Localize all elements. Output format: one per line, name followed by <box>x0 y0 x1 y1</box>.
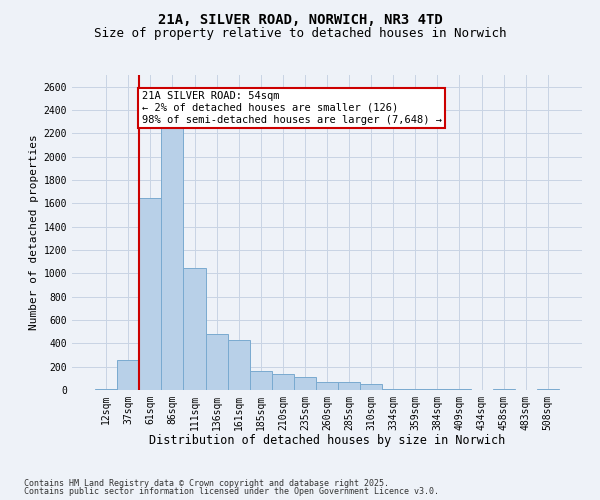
Bar <box>206 334 227 390</box>
Text: Contains HM Land Registry data © Crown copyright and database right 2025.: Contains HM Land Registry data © Crown c… <box>24 478 389 488</box>
Bar <box>250 371 272 390</box>
Bar <box>382 389 404 390</box>
Bar <box>117 360 139 390</box>
Bar <box>448 389 470 390</box>
Bar <box>360 384 382 390</box>
Bar <box>184 268 206 390</box>
Bar <box>427 389 448 390</box>
Bar <box>139 198 161 390</box>
Bar <box>537 389 559 390</box>
Bar <box>338 382 360 390</box>
Bar <box>493 389 515 390</box>
Bar <box>294 376 316 390</box>
Text: Contains public sector information licensed under the Open Government Licence v3: Contains public sector information licen… <box>24 487 439 496</box>
X-axis label: Distribution of detached houses by size in Norwich: Distribution of detached houses by size … <box>149 434 505 448</box>
Bar <box>316 382 338 390</box>
Y-axis label: Number of detached properties: Number of detached properties <box>29 134 40 330</box>
Bar <box>404 389 427 390</box>
Bar <box>227 340 250 390</box>
Text: 21A, SILVER ROAD, NORWICH, NR3 4TD: 21A, SILVER ROAD, NORWICH, NR3 4TD <box>158 12 442 26</box>
Text: Size of property relative to detached houses in Norwich: Size of property relative to detached ho… <box>94 28 506 40</box>
Text: 21A SILVER ROAD: 54sqm
← 2% of detached houses are smaller (126)
98% of semi-det: 21A SILVER ROAD: 54sqm ← 2% of detached … <box>142 92 442 124</box>
Bar <box>161 125 184 390</box>
Bar <box>95 389 117 390</box>
Bar <box>272 374 294 390</box>
